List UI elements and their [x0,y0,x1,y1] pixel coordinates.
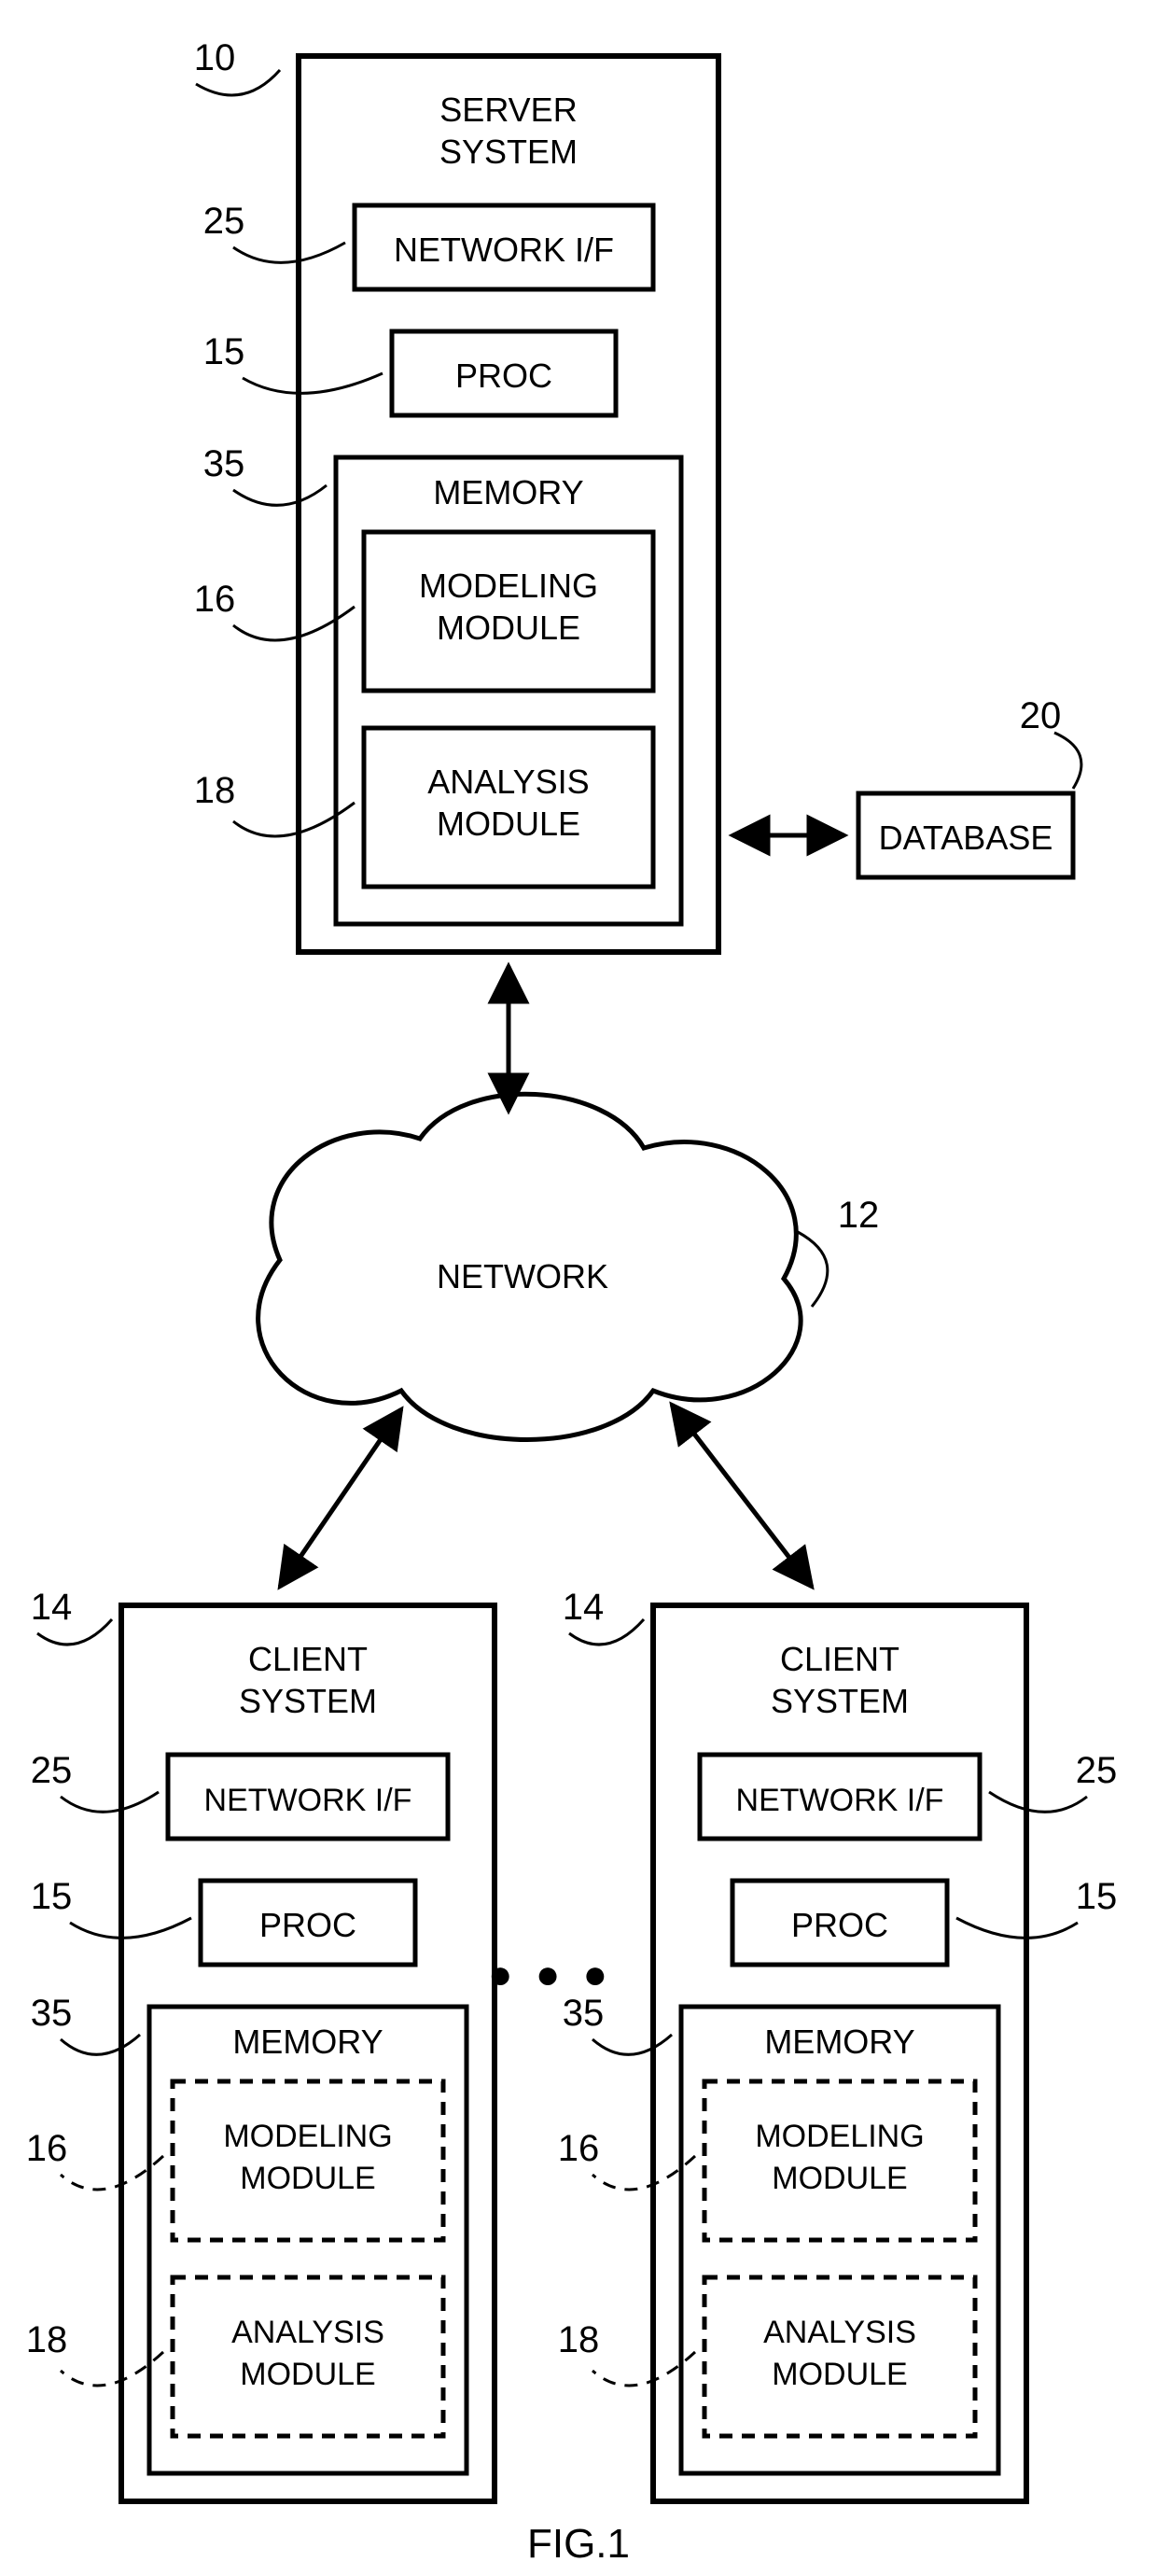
server-analysis-l2: MODULE [437,805,580,843]
ref-15r: 15 [1076,1876,1118,1917]
figure-svg: SERVER SYSTEM 10 NETWORK I/F 25 PROC 15 … [0,0,1157,2576]
leader-15r [956,1918,1078,1938]
arrow-network-client-left [280,1409,401,1587]
leader-25r [989,1792,1087,1812]
ref-16l: 16 [26,2128,68,2169]
ref-15l: 15 [31,1876,73,1917]
network-cloud: NETWORK 12 [258,1094,880,1439]
client-left-modeling-l1: MODELING [223,2119,392,2154]
ref-25a: 25 [203,201,245,242]
client-left-analysis-l1: ANALYSIS [231,2315,384,2350]
ref-18l: 18 [26,2319,68,2360]
ref-20: 20 [1020,695,1062,736]
ref-15a: 15 [203,331,245,372]
database: DATABASE 20 [732,695,1081,877]
leader-20 [1054,733,1081,789]
ellipsis: ● ● ● [488,1952,613,1997]
figure-label: FIG.1 [527,2521,630,2567]
leader-12 [798,1232,828,1307]
server-proc-label: PROC [455,357,552,395]
client-left-proc-label: PROC [259,1906,356,1944]
client-right-analysis-l1: ANALYSIS [763,2315,916,2350]
client-left-title-1: CLIENT [248,1640,368,1678]
client-left-modeling-l2: MODULE [240,2161,375,2196]
server-memory-label: MEMORY [433,473,583,511]
server-title-2: SYSTEM [439,133,578,171]
leader-25a [233,243,345,262]
client-right-analysis-l2: MODULE [772,2357,907,2392]
arrow-network-client-right [672,1405,812,1587]
client-system-right: CLIENT SYSTEM 14 NETWORK I/F 25 PROC 15 … [558,1587,1118,2501]
client-left-title-2: SYSTEM [239,1682,377,1720]
client-right-memory-label: MEMORY [764,2023,914,2061]
leader-15a [243,373,383,393]
server-modeling-l2: MODULE [437,609,580,647]
network-label: NETWORK [437,1257,608,1295]
ref-25l: 25 [31,1750,73,1791]
client-system-left: CLIENT SYSTEM 14 NETWORK I/F 25 PROC 15 … [26,1587,495,2501]
ref-14r: 14 [563,1587,605,1628]
client-right-title-2: SYSTEM [771,1682,909,1720]
ref-16r: 16 [558,2128,600,2169]
ref-35r: 35 [563,1993,605,2034]
ref-25r: 25 [1076,1750,1118,1791]
server-network-if-label: NETWORK I/F [394,231,614,269]
leader-35r [592,2035,672,2054]
client-left-analysis-l2: MODULE [240,2357,375,2392]
ref-18a: 18 [194,770,236,811]
database-label: DATABASE [879,819,1053,857]
server-modeling-l1: MODELING [419,567,598,605]
server-system: SERVER SYSTEM 10 NETWORK I/F 25 PROC 15 … [194,37,718,952]
server-title-1: SERVER [439,91,577,129]
ref-14l: 14 [31,1587,73,1628]
ref-16a: 16 [194,579,236,620]
client-left-memory-label: MEMORY [232,2023,383,2061]
ref-12: 12 [838,1195,880,1236]
leader-25l [61,1792,159,1812]
ref-18r: 18 [558,2319,600,2360]
client-right-title-1: CLIENT [780,1640,899,1678]
ref-35l: 35 [31,1993,73,2034]
client-right-modeling-l2: MODULE [772,2161,907,2196]
client-left-netif-label: NETWORK I/F [204,1783,412,1818]
leader-15l [70,1918,191,1938]
client-right-netif-label: NETWORK I/F [736,1783,944,1818]
leader-35l [61,2035,140,2054]
server-analysis-l1: ANALYSIS [427,763,589,801]
ref-10: 10 [194,37,236,78]
client-right-proc-label: PROC [791,1906,888,1944]
ref-35a: 35 [203,443,245,484]
client-right-modeling-l1: MODELING [755,2119,924,2154]
leader-35a [233,485,327,505]
